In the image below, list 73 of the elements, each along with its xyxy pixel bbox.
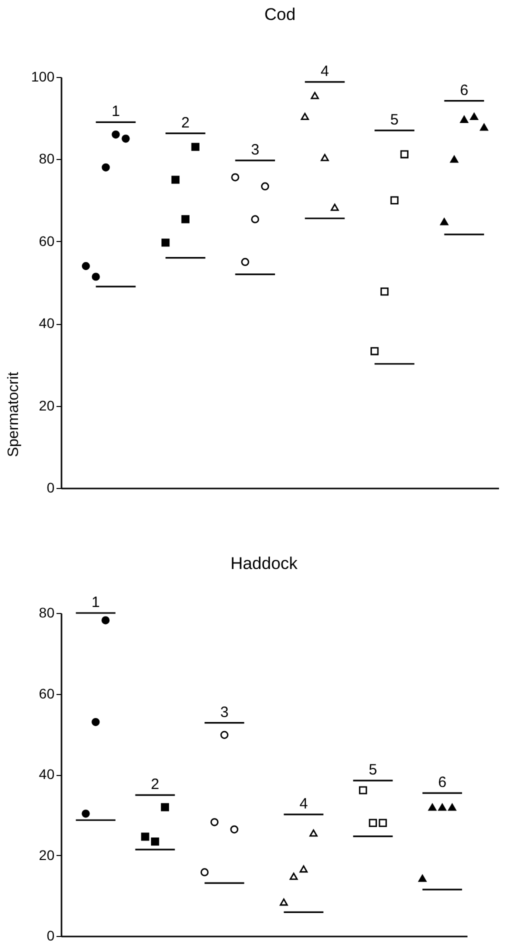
point: [310, 92, 319, 100]
y-tick-label: 60: [38, 232, 55, 249]
point: [300, 112, 309, 120]
point: [370, 347, 379, 356]
point: [300, 865, 308, 873]
point: [280, 898, 288, 906]
point: [122, 134, 130, 143]
annotation: 1: [91, 594, 100, 611]
point: [450, 156, 458, 163]
point: [358, 786, 368, 794]
point: [251, 215, 260, 224]
point: [320, 154, 329, 162]
point: [181, 215, 190, 224]
point: [102, 163, 110, 172]
y-tick-label: 20: [38, 846, 55, 863]
annotation: 4: [299, 795, 308, 812]
point: [418, 874, 426, 882]
point: [231, 173, 240, 182]
point: [161, 238, 170, 247]
y-tick-label: 80: [38, 604, 55, 620]
point: [230, 825, 238, 834]
annotation: 3: [250, 141, 260, 158]
point: [470, 112, 478, 120]
point: [368, 818, 377, 828]
point: [171, 176, 180, 184]
annotation: 5: [390, 111, 399, 128]
point: [102, 616, 110, 624]
annotation: 6: [438, 774, 446, 792]
point: [151, 837, 160, 846]
point: [220, 730, 228, 739]
point: [241, 258, 250, 266]
point: [112, 130, 120, 139]
point: [92, 272, 100, 281]
point: [290, 872, 298, 880]
point: [380, 287, 389, 296]
point: [448, 804, 456, 811]
annotation: 6: [460, 82, 468, 99]
y-tick-label: 80: [38, 150, 55, 167]
y-tick-label: 40: [38, 766, 55, 782]
point: [440, 218, 448, 226]
point: [261, 182, 270, 190]
annotation: 2: [150, 776, 160, 794]
point: [390, 196, 399, 204]
y-tick-label: 0: [46, 480, 55, 496]
y-tick-label: 60: [38, 685, 55, 702]
point: [400, 150, 408, 158]
annotation: 3: [220, 704, 229, 721]
point: [82, 262, 90, 270]
y-axis-title: Spermatocrit: [5, 371, 22, 458]
point: [82, 810, 90, 818]
annotation: 1: [112, 103, 120, 120]
y-tick-label: 20: [38, 397, 55, 414]
chart-title: Cod: [264, 4, 296, 24]
point: [309, 829, 318, 837]
annotation: 5: [368, 762, 378, 779]
point: [141, 832, 150, 841]
point: [160, 803, 170, 812]
chart-title: Haddock: [230, 554, 298, 573]
point: [460, 116, 468, 123]
point: [210, 818, 219, 826]
y-tick-label: 40: [38, 315, 55, 332]
point: [200, 868, 209, 876]
y-tick-label: 100: [31, 68, 55, 84]
annotation: 4: [320, 62, 329, 80]
point: [378, 818, 387, 828]
point: [191, 142, 200, 151]
y-tick-label: 0: [46, 928, 55, 943]
point: [480, 124, 488, 131]
point: [330, 204, 339, 211]
annotation: 2: [181, 114, 190, 132]
point: [428, 804, 436, 811]
point: [92, 718, 100, 726]
point: [438, 804, 446, 811]
